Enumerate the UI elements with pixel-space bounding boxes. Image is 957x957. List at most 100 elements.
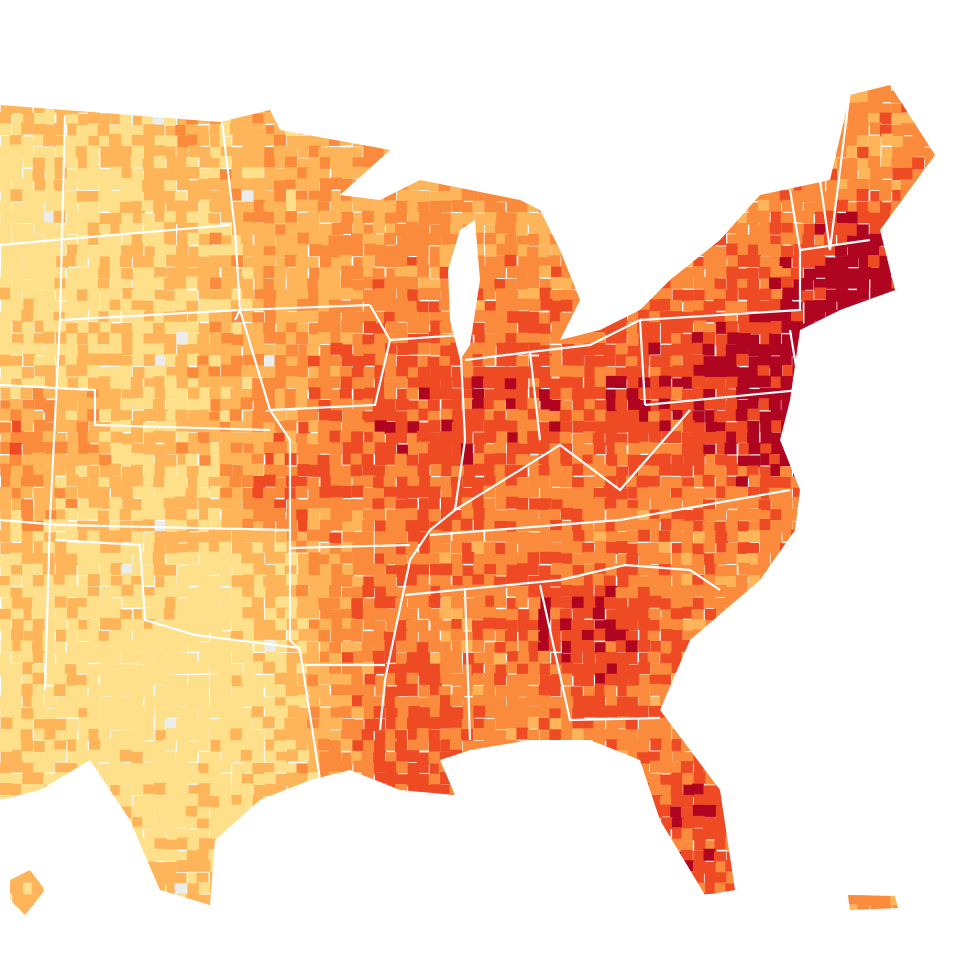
- county-cell: [351, 279, 364, 292]
- county-cell: [660, 386, 673, 399]
- county-cell: [549, 124, 562, 137]
- county-cell: [946, 156, 957, 168]
- county-cell: [913, 113, 926, 126]
- county-cell: [142, 300, 155, 313]
- county-cell: [749, 597, 762, 610]
- county-cell: [11, 224, 24, 237]
- county-cell: [207, 266, 220, 279]
- county-cell: [561, 188, 574, 201]
- county-cell: [802, 255, 815, 268]
- county-cell: [340, 244, 353, 257]
- county-cell: [714, 410, 727, 423]
- county-cell: [570, 585, 583, 598]
- county-cell: [121, 322, 134, 335]
- county-cell: [241, 85, 254, 93]
- county-cell: [845, 597, 858, 610]
- county-cell: [109, 244, 122, 257]
- county-cell: [153, 322, 166, 335]
- county-cell: [515, 398, 528, 411]
- county-cell: [12, 320, 25, 333]
- county-cell: [934, 650, 935, 663]
- county-cell: [869, 410, 882, 423]
- county-cell: [639, 278, 652, 291]
- county-cell: [747, 530, 760, 543]
- county-cell: [340, 287, 353, 300]
- county-cell: [407, 112, 420, 125]
- county-cell: [472, 574, 485, 587]
- county-cell: [186, 420, 199, 433]
- county-cell: [947, 332, 957, 344]
- county-cell: [505, 85, 518, 93]
- county-cell: [769, 255, 782, 268]
- county-cell: [221, 235, 234, 248]
- county-cell: [274, 124, 287, 137]
- county-cell: [791, 124, 804, 137]
- county-cell: [881, 596, 894, 609]
- county-cell: [55, 332, 68, 345]
- county-cell: [725, 663, 738, 676]
- county-cell: [296, 311, 309, 324]
- county-cell: [285, 222, 298, 235]
- county-cell: [10, 309, 23, 322]
- county-cell: [33, 101, 46, 114]
- county-cell: [98, 376, 111, 389]
- county-cell: [890, 365, 903, 378]
- county-cell: [823, 444, 836, 457]
- county-cell: [472, 388, 485, 401]
- county-cell: [165, 290, 178, 303]
- county-cell: [506, 661, 519, 674]
- county-cell: [802, 488, 815, 501]
- county-cell: [759, 519, 772, 532]
- county-cell: [713, 202, 726, 215]
- county-cell: [891, 400, 904, 413]
- county-cell: [891, 388, 904, 401]
- county-cell: [306, 199, 319, 212]
- county-cell: [99, 90, 112, 103]
- county-cell: [64, 486, 77, 499]
- county-cell: [188, 144, 201, 157]
- county-cell: [87, 287, 100, 300]
- county-cell: [21, 531, 34, 544]
- county-cell: [405, 608, 418, 621]
- county-cell: [902, 355, 915, 368]
- county-cell: [483, 90, 496, 103]
- county-cell: [353, 562, 366, 575]
- county-cell: [450, 541, 463, 554]
- county-cell: [526, 321, 539, 334]
- county-cell: [870, 167, 883, 180]
- county-cell: [780, 376, 793, 389]
- county-cell: [197, 574, 210, 587]
- county-cell: [801, 290, 814, 303]
- county-cell: [295, 199, 308, 212]
- county-cell: [704, 168, 717, 181]
- county-cell: [231, 619, 244, 632]
- county-cell: [659, 696, 672, 709]
- county-cell: [142, 673, 155, 686]
- county-cell: [54, 244, 67, 257]
- county-cell: [64, 156, 77, 169]
- county-cell: [692, 135, 705, 148]
- county-cell: [154, 243, 167, 256]
- county-cell: [384, 232, 397, 245]
- county-cell: [559, 211, 572, 224]
- county-cell: [856, 662, 869, 675]
- county-cell: [319, 156, 332, 169]
- county-cell: [76, 100, 89, 113]
- county-cell: [0, 145, 12, 158]
- county-cell: [704, 112, 717, 125]
- county-cell: [713, 376, 726, 389]
- county-cell: [571, 245, 584, 258]
- county-cell: [460, 144, 473, 157]
- county-cell: [539, 91, 552, 104]
- county-cell: [452, 123, 465, 136]
- county-cell: [449, 168, 462, 181]
- county-cell: [714, 618, 727, 631]
- county-cell: [352, 223, 365, 236]
- county-cell: [352, 311, 365, 324]
- county-cell: [451, 189, 464, 202]
- county-cell: [936, 641, 948, 653]
- county-cell: [582, 650, 595, 663]
- county-cell: [42, 277, 55, 290]
- county-cell: [240, 113, 253, 126]
- county-cell: [572, 553, 585, 566]
